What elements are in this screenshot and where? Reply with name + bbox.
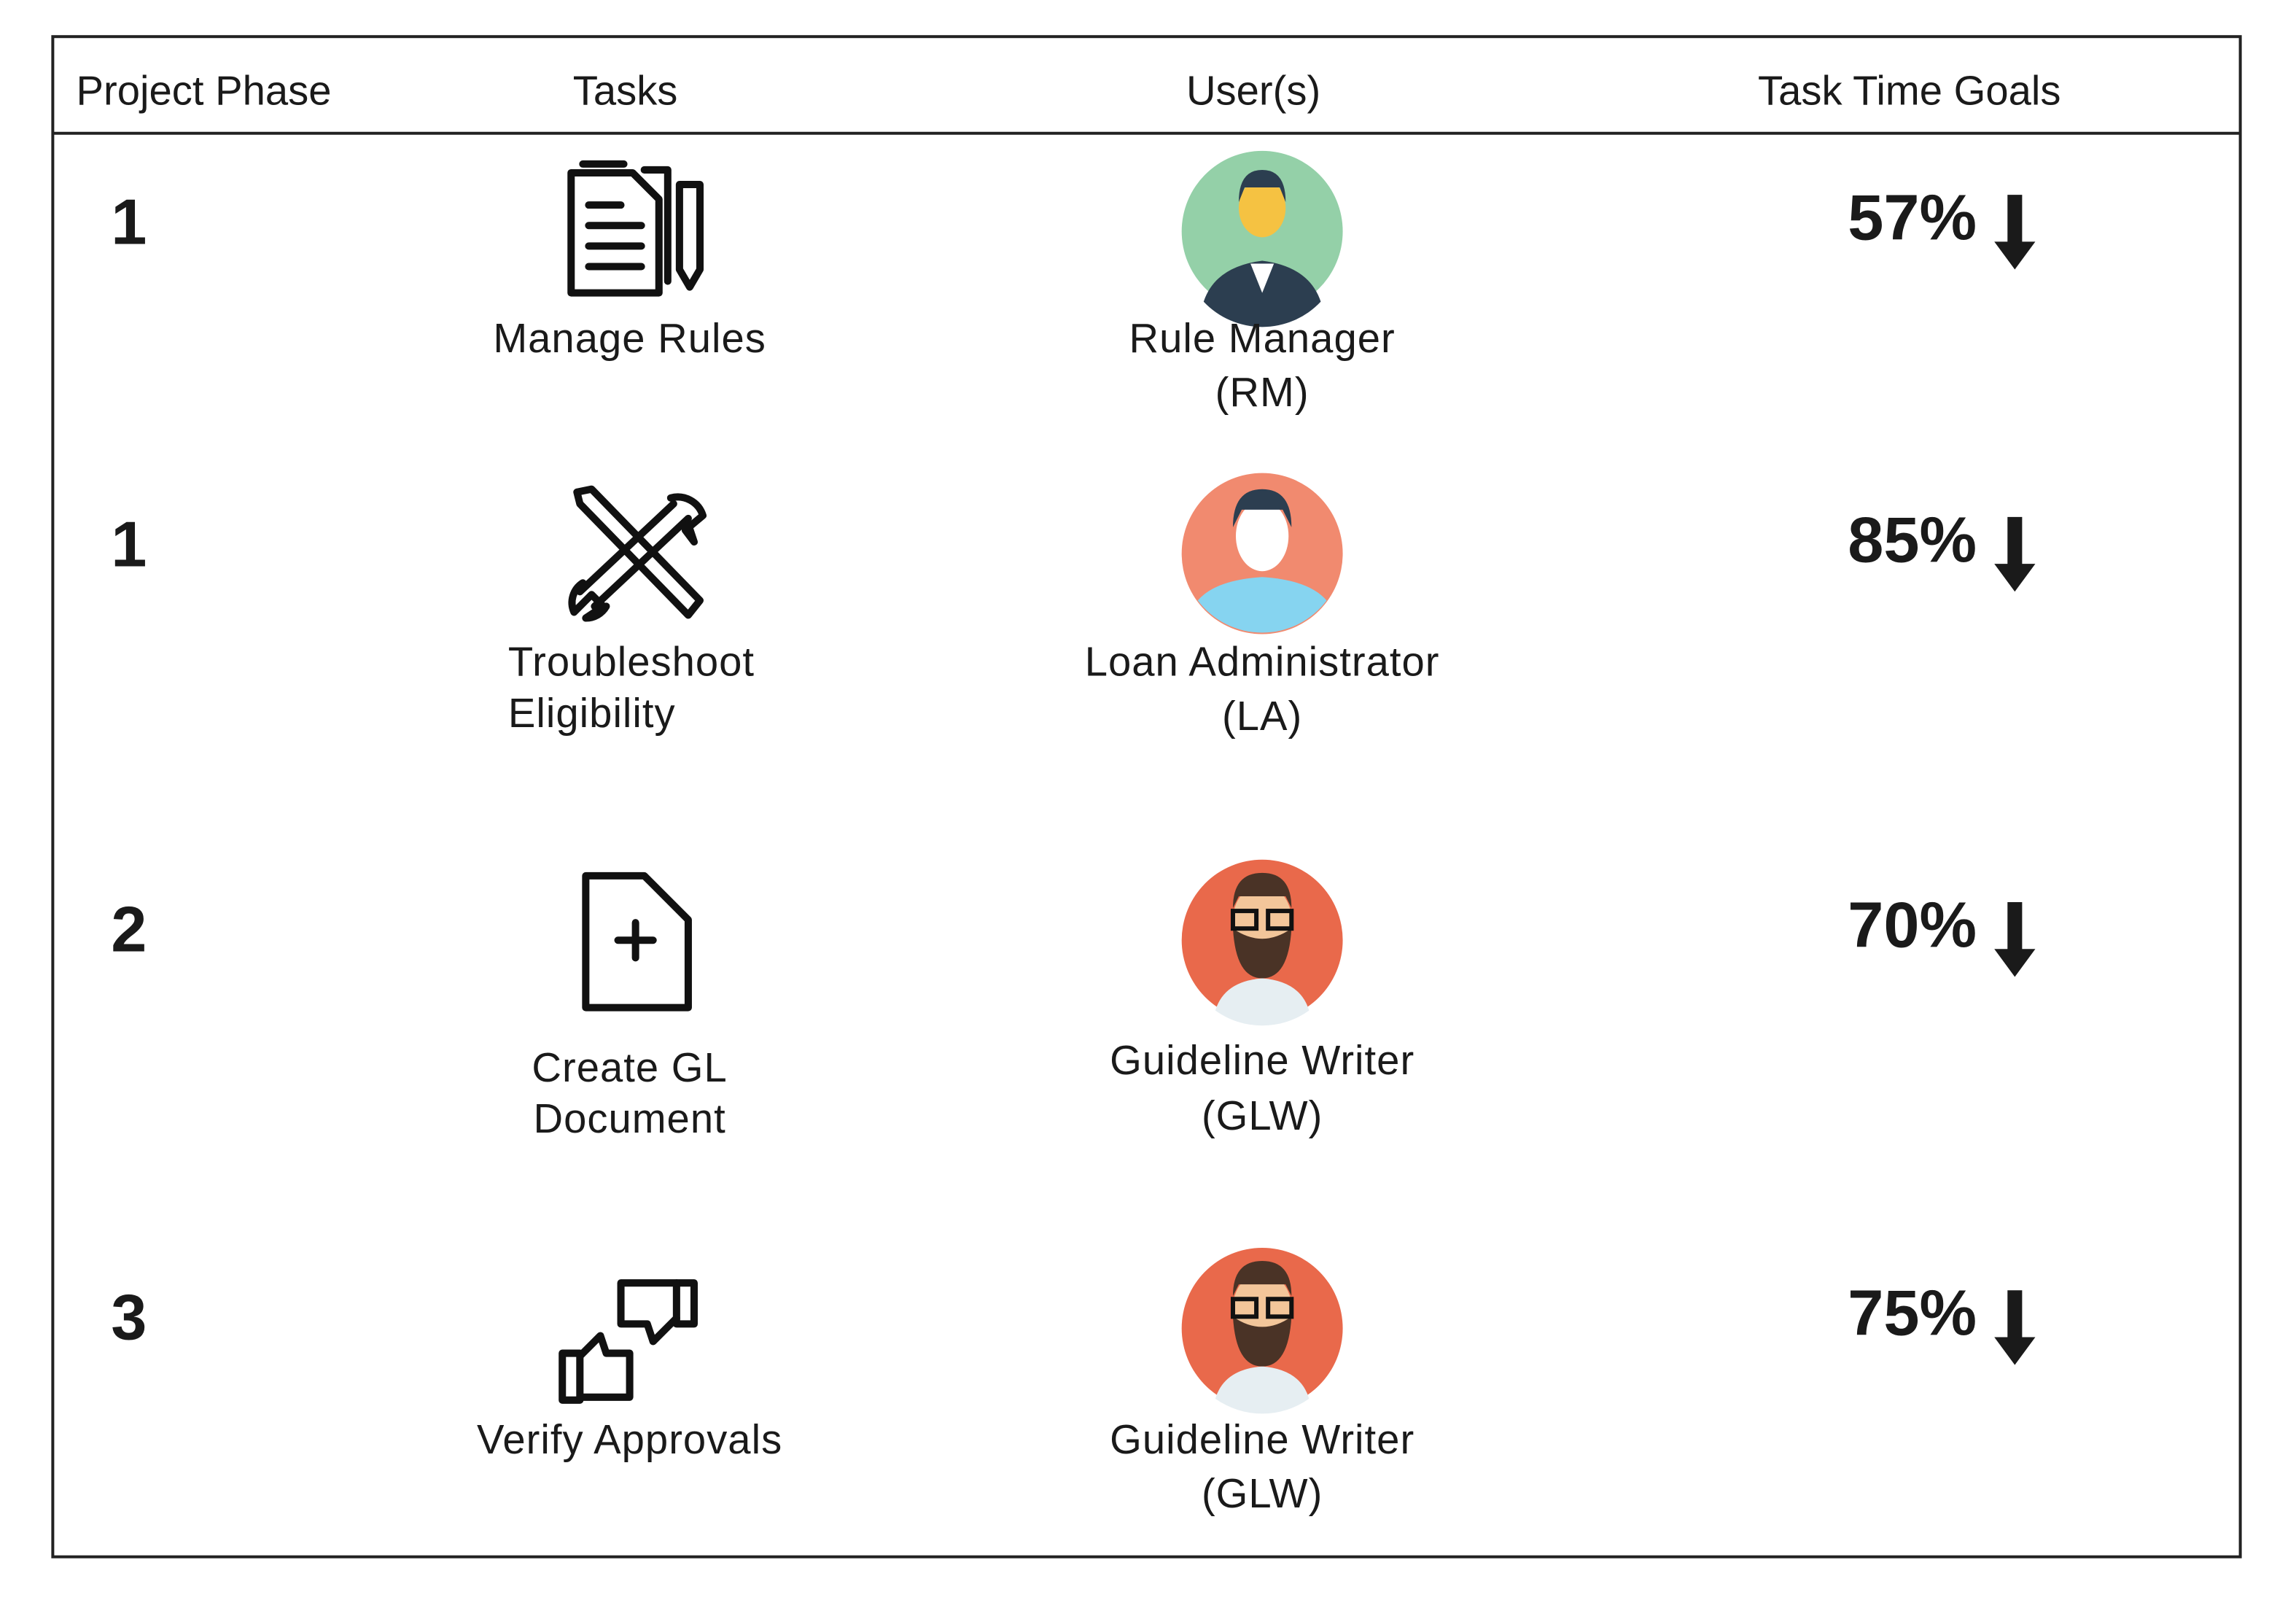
user-name: Rule Manager: [1129, 315, 1396, 361]
user-abbr: (LA): [1222, 693, 1302, 739]
column-header: Tasks: [573, 67, 678, 113]
tools-icon: [568, 485, 707, 622]
task-label: Manage Rules: [493, 315, 766, 361]
avatar: [1181, 150, 1343, 327]
user-abbr: (GLW): [1202, 1092, 1323, 1138]
thumbs-icon: [559, 1279, 698, 1404]
down-arrow: [1994, 1290, 2036, 1365]
down-arrow: [1994, 902, 2036, 977]
time-goal: 75%: [1848, 1277, 1977, 1349]
down-arrow: [1994, 516, 2036, 592]
avatar: [1181, 473, 1343, 634]
phase-number: 1: [111, 186, 147, 258]
time-goal: 85%: [1848, 503, 1977, 575]
table-border: [51, 35, 2242, 1558]
task-label: Verify Approvals: [477, 1416, 782, 1462]
user-name: Loan Administrator: [1085, 639, 1440, 685]
task-label: Document: [533, 1095, 725, 1141]
task-label: Troubleshoot: [508, 639, 755, 685]
time-goal: 70%: [1848, 889, 1977, 961]
user-abbr: (GLW): [1202, 1470, 1323, 1516]
user-name: Guideline Writer: [1110, 1037, 1414, 1083]
column-header: User(s): [1186, 67, 1320, 113]
task-label: Create GL: [532, 1044, 727, 1090]
time-goal: 57%: [1848, 182, 1977, 254]
avatar: [1181, 1247, 1343, 1414]
document-icon: [567, 160, 704, 297]
phase-number: 3: [111, 1281, 147, 1354]
phase-number: 2: [111, 893, 147, 966]
down-arrow: [1994, 195, 2036, 270]
task-label: Eligibility: [508, 690, 676, 736]
user-name: Guideline Writer: [1110, 1416, 1414, 1462]
avatar: [1181, 859, 1343, 1026]
user-abbr: (RM): [1215, 369, 1310, 415]
phase-number: 1: [111, 508, 147, 580]
new-document-icon: [582, 872, 692, 1012]
column-header: Project Phase: [77, 67, 332, 113]
column-header: Task Time Goals: [1758, 67, 2061, 113]
